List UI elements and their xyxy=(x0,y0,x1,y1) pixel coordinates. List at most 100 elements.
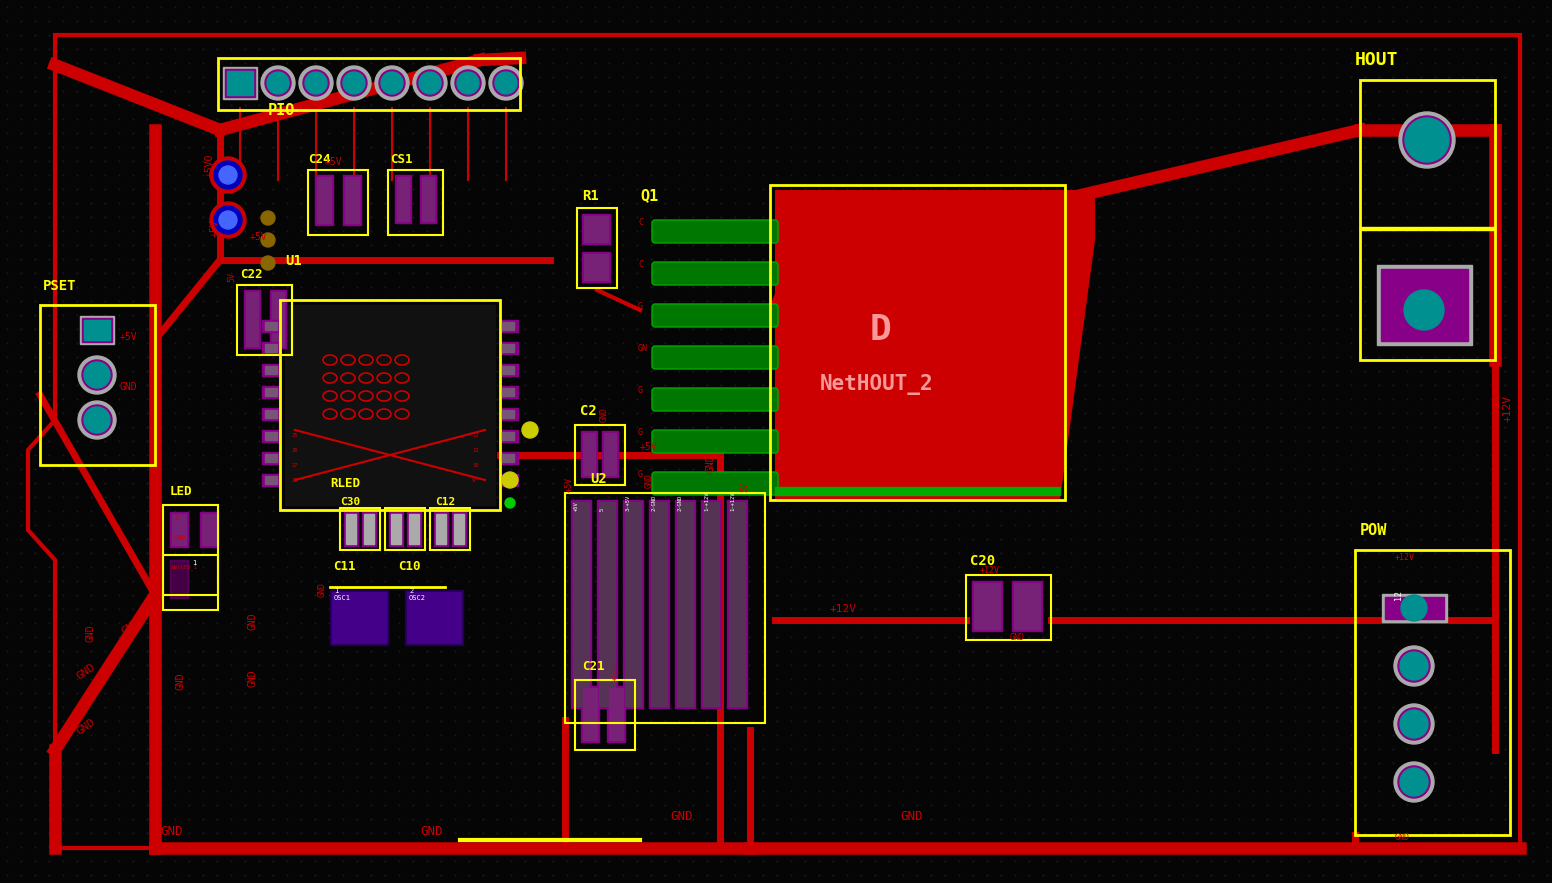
Bar xyxy=(622,500,643,708)
Text: 2: 2 xyxy=(1055,245,1063,258)
Circle shape xyxy=(1394,762,1434,802)
FancyBboxPatch shape xyxy=(652,388,778,411)
Bar xyxy=(729,502,745,706)
Text: 27: 27 xyxy=(292,463,298,468)
Bar xyxy=(500,364,518,376)
Bar xyxy=(501,476,514,484)
Bar xyxy=(501,410,514,418)
Bar xyxy=(265,344,276,352)
Circle shape xyxy=(219,211,237,229)
Bar xyxy=(385,508,425,550)
Bar xyxy=(171,560,188,598)
Bar xyxy=(317,177,331,223)
Text: +5VO: +5VO xyxy=(205,154,216,177)
Text: GND: GND xyxy=(120,617,143,637)
Circle shape xyxy=(1400,652,1428,680)
Text: G: G xyxy=(638,470,643,479)
Bar xyxy=(340,508,380,550)
Bar xyxy=(501,366,514,374)
Text: GND: GND xyxy=(174,535,186,541)
Bar xyxy=(262,452,279,464)
Bar xyxy=(455,514,464,544)
Bar xyxy=(500,408,518,420)
Circle shape xyxy=(78,401,116,439)
Circle shape xyxy=(521,422,539,438)
Text: GND: GND xyxy=(601,407,608,422)
Text: GND: GND xyxy=(900,810,922,823)
Text: NetHOUT_2: NetHOUT_2 xyxy=(819,374,934,395)
Text: C: C xyxy=(638,260,643,269)
Bar xyxy=(726,500,747,708)
Text: GND: GND xyxy=(175,672,185,690)
Bar xyxy=(598,500,618,708)
Bar xyxy=(1360,80,1495,360)
Text: +12V: +12V xyxy=(1502,395,1513,422)
Circle shape xyxy=(1403,116,1451,164)
Bar xyxy=(1381,269,1468,341)
Text: +5V: +5V xyxy=(574,502,579,511)
Circle shape xyxy=(376,66,410,100)
Bar xyxy=(365,514,374,544)
Text: C24: C24 xyxy=(307,153,331,166)
Text: C2: C2 xyxy=(580,404,598,418)
Circle shape xyxy=(1394,704,1434,744)
Text: C11: C11 xyxy=(334,560,355,573)
FancyBboxPatch shape xyxy=(652,472,778,495)
Bar xyxy=(500,386,518,398)
Bar xyxy=(390,512,404,546)
Bar xyxy=(200,512,217,547)
Text: C21: C21 xyxy=(582,660,604,673)
Circle shape xyxy=(261,256,275,270)
Bar xyxy=(286,305,495,505)
Bar xyxy=(965,575,1051,640)
Text: GND: GND xyxy=(318,582,327,597)
Bar xyxy=(202,514,216,545)
Text: C10: C10 xyxy=(397,560,421,573)
Bar xyxy=(770,185,1065,500)
Bar xyxy=(774,487,1060,495)
Bar xyxy=(345,512,359,546)
Text: +12V: +12V xyxy=(979,566,999,575)
Bar xyxy=(82,318,112,342)
Text: 2
OSC2: 2 OSC2 xyxy=(410,588,425,601)
Bar xyxy=(436,514,445,544)
Bar xyxy=(388,170,442,235)
Bar xyxy=(265,432,276,440)
Bar xyxy=(265,322,276,330)
Bar xyxy=(1384,597,1443,619)
Bar xyxy=(975,583,999,629)
Text: U2: U2 xyxy=(590,472,607,486)
Bar xyxy=(265,476,276,484)
Bar xyxy=(1012,581,1041,631)
Circle shape xyxy=(504,498,515,508)
Bar xyxy=(172,514,186,545)
Text: C12: C12 xyxy=(435,497,455,507)
Bar xyxy=(265,366,276,374)
Bar xyxy=(422,177,435,221)
Circle shape xyxy=(1400,768,1428,796)
Text: 1: 1 xyxy=(192,560,196,566)
Circle shape xyxy=(1394,646,1434,686)
Circle shape xyxy=(494,70,518,96)
Text: 26: 26 xyxy=(292,448,298,453)
Bar xyxy=(262,320,279,332)
Text: C30: C30 xyxy=(340,497,360,507)
Bar xyxy=(501,388,514,396)
Bar xyxy=(608,688,622,740)
Bar xyxy=(625,502,641,706)
Circle shape xyxy=(214,206,242,234)
Text: +12V: +12V xyxy=(611,664,618,681)
Circle shape xyxy=(210,157,247,193)
Bar xyxy=(262,364,279,376)
Text: +12V: +12V xyxy=(830,604,857,614)
Circle shape xyxy=(489,66,523,100)
Circle shape xyxy=(261,233,275,247)
Text: G: G xyxy=(638,386,643,395)
Circle shape xyxy=(1398,708,1429,740)
Text: Q1: Q1 xyxy=(639,188,658,203)
Bar xyxy=(227,71,253,95)
Circle shape xyxy=(84,362,110,388)
Bar xyxy=(223,67,258,99)
Circle shape xyxy=(84,407,110,433)
Bar xyxy=(574,425,625,485)
